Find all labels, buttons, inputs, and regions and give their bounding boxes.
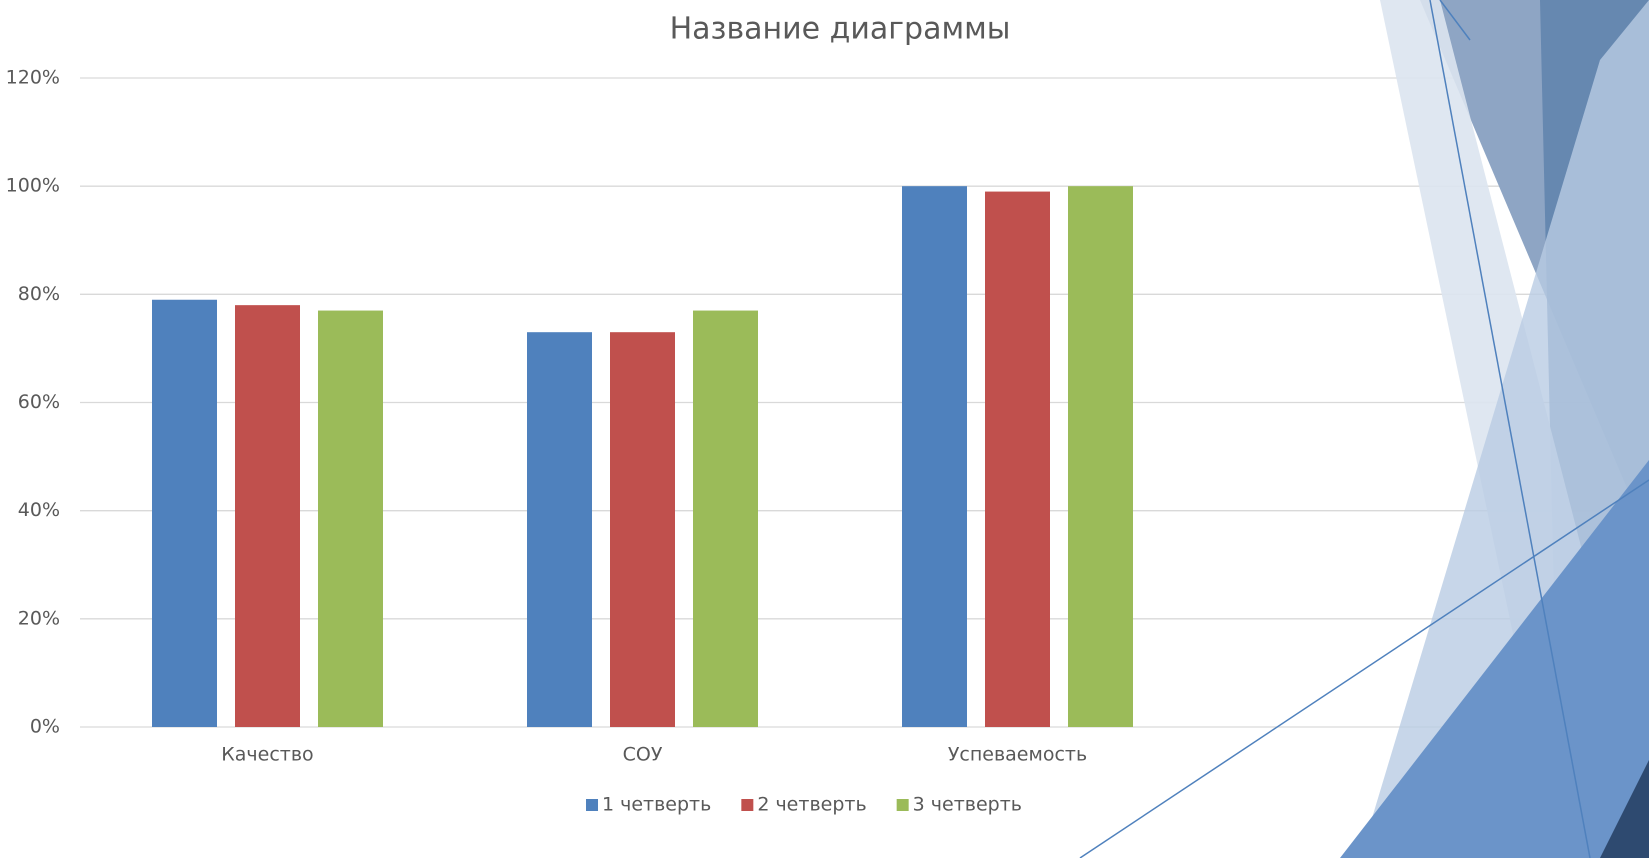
bar [610, 332, 675, 727]
y-tick-label: 60% [18, 391, 60, 413]
legend-label: 1 четверть [602, 794, 711, 816]
chart-title: Название диаграммы [670, 12, 1011, 47]
legend-swatch [741, 799, 753, 811]
bar [693, 311, 758, 727]
decoration [1080, 0, 1649, 858]
bar [902, 186, 967, 727]
y-tick-label: 80% [18, 283, 60, 305]
y-tick-label: 0% [30, 716, 60, 738]
legend-label: 2 четверть [757, 794, 866, 816]
legend-swatch [897, 799, 909, 811]
bar [1068, 186, 1133, 727]
x-tick-label: Успеваемость [948, 744, 1087, 766]
y-tick-label: 40% [18, 499, 60, 521]
bar [318, 311, 383, 727]
y-tick-label: 20% [18, 607, 60, 629]
x-tick-label: СОУ [623, 744, 663, 766]
legend-swatch [586, 799, 598, 811]
legend-label: 3 четверть [913, 794, 1022, 816]
y-tick-label: 100% [6, 175, 60, 197]
bar [527, 332, 592, 727]
bar [985, 192, 1050, 727]
bar [152, 300, 217, 727]
y-tick-label: 120% [6, 67, 60, 89]
chart: Название диаграммы 0% 20% 40% 60% 80% 100% 120… [0, 0, 1649, 858]
bar [235, 305, 300, 727]
x-tick-label: Качество [221, 744, 313, 766]
